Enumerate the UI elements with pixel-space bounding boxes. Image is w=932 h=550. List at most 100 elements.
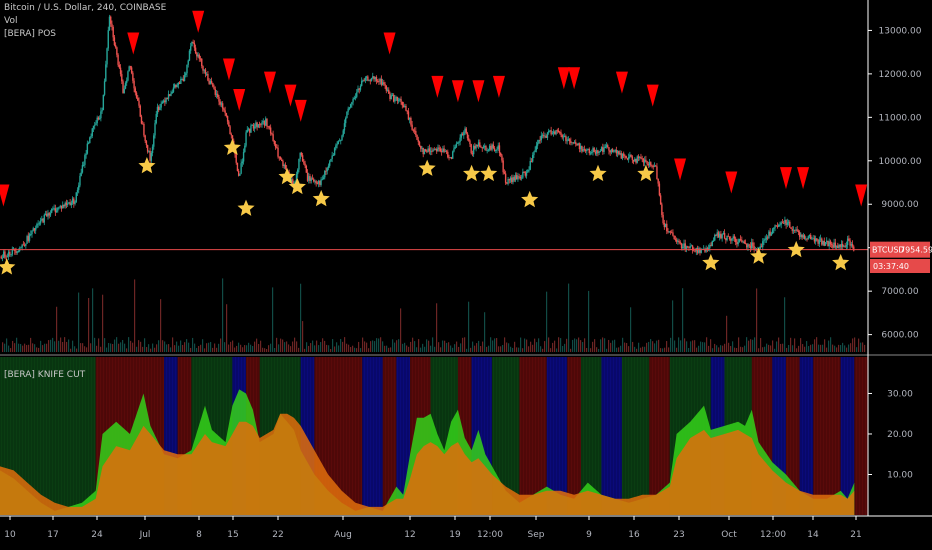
candle-body [460,134,463,138]
candle-body [468,138,470,141]
candle-body [765,237,768,240]
candle-body [256,122,258,128]
candle-body [344,117,347,124]
price-candles [0,14,855,262]
candle-body [850,244,853,246]
knife-cut-indicator-label[interactable]: [BERA] KNIFE CUT [4,370,86,380]
candle-body [599,150,602,152]
candle-body [519,176,522,179]
candle-body [655,165,657,167]
candle-body [166,98,169,99]
sell-signal-marker [797,167,810,190]
candle-body [693,250,695,252]
volume-bar [806,341,808,352]
candle-body [208,80,210,84]
candle-body [766,237,769,239]
candle-body [515,175,518,180]
volume-bar [538,338,540,352]
knife-cut-axis[interactable]: 30.00 20.00 10.00 [868,389,913,480]
candle-body [501,155,503,161]
candle-body [159,107,161,111]
volume-bar [230,341,232,352]
volume-bar [88,298,90,352]
volume-bar [206,343,208,352]
candle-body [81,165,84,173]
volume-bar [668,347,670,352]
volume-bar [386,345,388,352]
volume-bar [304,348,306,352]
volume-bar [12,340,14,352]
volume-bar [492,340,494,352]
volume-bar [674,340,676,352]
candle-body [620,153,622,159]
candle-body [273,141,276,145]
candle-body [97,117,100,120]
volume-bar [128,337,130,352]
volume-bar [822,344,824,352]
volume-bar [4,343,6,352]
volume-bar [676,347,678,352]
volume-bar [150,348,152,352]
volume-bar [48,340,50,352]
volume-bar [778,337,780,352]
volume-bar [616,347,618,352]
knife-cut-band [799,357,814,515]
volume-bar [328,345,330,352]
candle-body [257,124,260,128]
candle-body [317,180,320,184]
volume-bar [436,303,438,352]
candle-body [308,176,310,181]
candle-body [336,144,338,146]
candle-body [231,135,234,141]
volume-bar [286,341,288,352]
candle-body [528,169,530,171]
volume-bar [770,345,772,352]
volume-bar [184,342,186,352]
candle-body [645,159,647,162]
candle-body [80,172,82,176]
candle-body [853,246,855,251]
volume-bar [220,338,222,352]
volume-bar [276,337,278,352]
candle-body [90,135,92,138]
candle-body [370,78,373,81]
candle-body [547,131,550,133]
candle-body [0,256,2,259]
volume-bar [518,347,520,352]
buy-signal-marker [589,164,607,182]
volume-bar [280,338,282,352]
buy-signal-marker [480,164,498,182]
time-axis[interactable]: 10 17 24 Jul 8 15 22 Aug 12 19 12:00 Sep 9 16 23 Oct 12:… [4,516,862,540]
volume-bar [86,347,88,352]
volume-bar [310,343,312,352]
buy-signal-marker [521,190,539,208]
volume-bar [36,347,38,352]
candle-body [129,66,132,68]
volume-bar [410,341,412,352]
volume-bar [98,338,100,352]
buy-signal-marker [702,253,720,271]
volume-bar [464,337,466,352]
candle-body [397,100,400,101]
candle-body [101,110,103,112]
price-axis[interactable]: 13000.0012000.0011000.0010000.009000.008… [868,26,922,341]
volume-bar [536,342,538,352]
volume-indicator-label[interactable]: Vol [4,16,18,26]
volume-bar [200,344,202,352]
candle-body [183,75,186,81]
candle-body [214,89,216,95]
candle-body [237,170,240,176]
pos-indicator-label[interactable]: [BERA] POS [4,29,57,39]
candle-body [86,143,89,154]
volume-bar [440,347,442,352]
symbol-title[interactable]: Bitcoin / U.S. Dollar, 240, COINBASE [4,3,167,13]
volume-bar [796,348,798,352]
volume-bar [858,338,860,352]
volume-bar [64,337,66,352]
volume-bar [810,344,812,352]
candle-body [792,229,795,231]
candle-body [662,214,664,224]
candle-body [567,139,570,141]
volume-bar [456,341,458,352]
